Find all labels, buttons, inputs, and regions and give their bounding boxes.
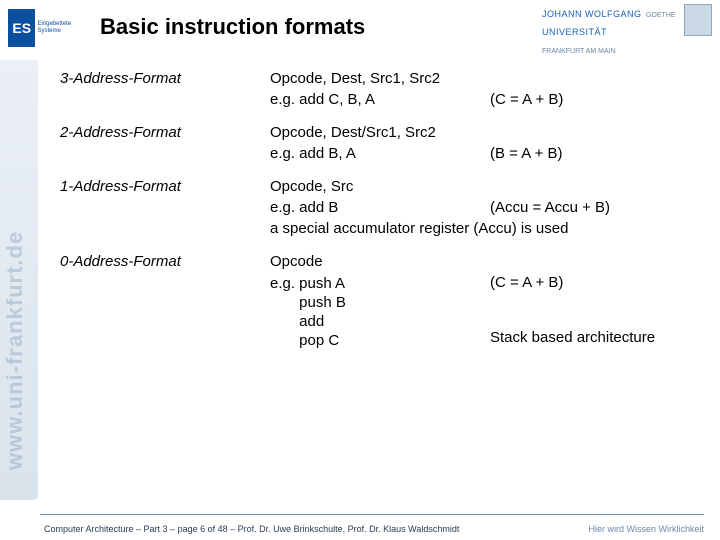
uni-line3: UNIVERSITÄT (542, 27, 607, 37)
result-0addr: (C = A + B) (490, 274, 680, 291)
goethe-portrait-icon (684, 4, 712, 36)
uni-line2: GOETHE (646, 12, 676, 19)
spacer (60, 274, 270, 291)
spacer (60, 91, 270, 108)
header: ES Eingebettete Systeme Basic instructio… (0, 0, 720, 54)
footer: Computer Architecture – Part 3 – page 6 … (0, 514, 720, 540)
es-logo-subtext: Eingebettete Systeme (37, 21, 78, 35)
example-1addr: e.g. add B (270, 199, 490, 216)
spacer (60, 199, 270, 216)
example-2addr: e.g. add B, A (270, 145, 490, 162)
footer-left: Computer Architecture – Part 3 – page 6 … (44, 524, 459, 534)
uni-line1: JOHANN WOLFGANG (542, 9, 642, 19)
example-0addr: e.g. push A push B add pop C (270, 274, 490, 350)
desc-1addr: Opcode, Src (270, 178, 680, 195)
sidebar-watermark-text: www.uni-frankfurt.de (2, 231, 28, 470)
footer-divider (40, 514, 704, 515)
result-3addr: (C = A + B) (490, 91, 680, 108)
desc-2addr: Opcode, Dest/Src1, Src2 (270, 124, 680, 141)
logo-left: ES Eingebettete Systeme (8, 6, 78, 50)
note-0addr: Stack based architecture (490, 329, 680, 346)
result-0addr-col: (C = A + B) Stack based architecture (490, 274, 680, 346)
uni-line4: FRANKFURT AM MAIN (542, 48, 616, 55)
desc-0addr: Opcode (270, 253, 680, 270)
example-3addr: e.g. add C, B, A (270, 91, 490, 108)
result-2addr: (B = A + B) (490, 145, 680, 162)
label-0addr: 0-Address-Format (60, 253, 270, 270)
note-1addr: a special accumulator register (Accu) is… (270, 220, 680, 237)
es-logo-icon: ES (8, 9, 35, 47)
result-1addr: (Accu = Accu + B) (490, 199, 680, 216)
footer-right: Hier wird Wissen Wirklichkeit (588, 524, 704, 534)
desc-3addr: Opcode, Dest, Src1, Src2 (270, 70, 680, 87)
content: 3-Address-Format Opcode, Dest, Src1, Src… (60, 70, 700, 354)
spacer (60, 220, 270, 237)
spacer (60, 145, 270, 162)
label-1addr: 1-Address-Format (60, 178, 270, 195)
logo-right: JOHANN WOLFGANG GOETHE UNIVERSITÄT FRANK… (542, 4, 712, 58)
label-2addr: 2-Address-Format (60, 124, 270, 141)
page-title: Basic instruction formats (100, 14, 365, 40)
label-3addr: 3-Address-Format (60, 70, 270, 87)
